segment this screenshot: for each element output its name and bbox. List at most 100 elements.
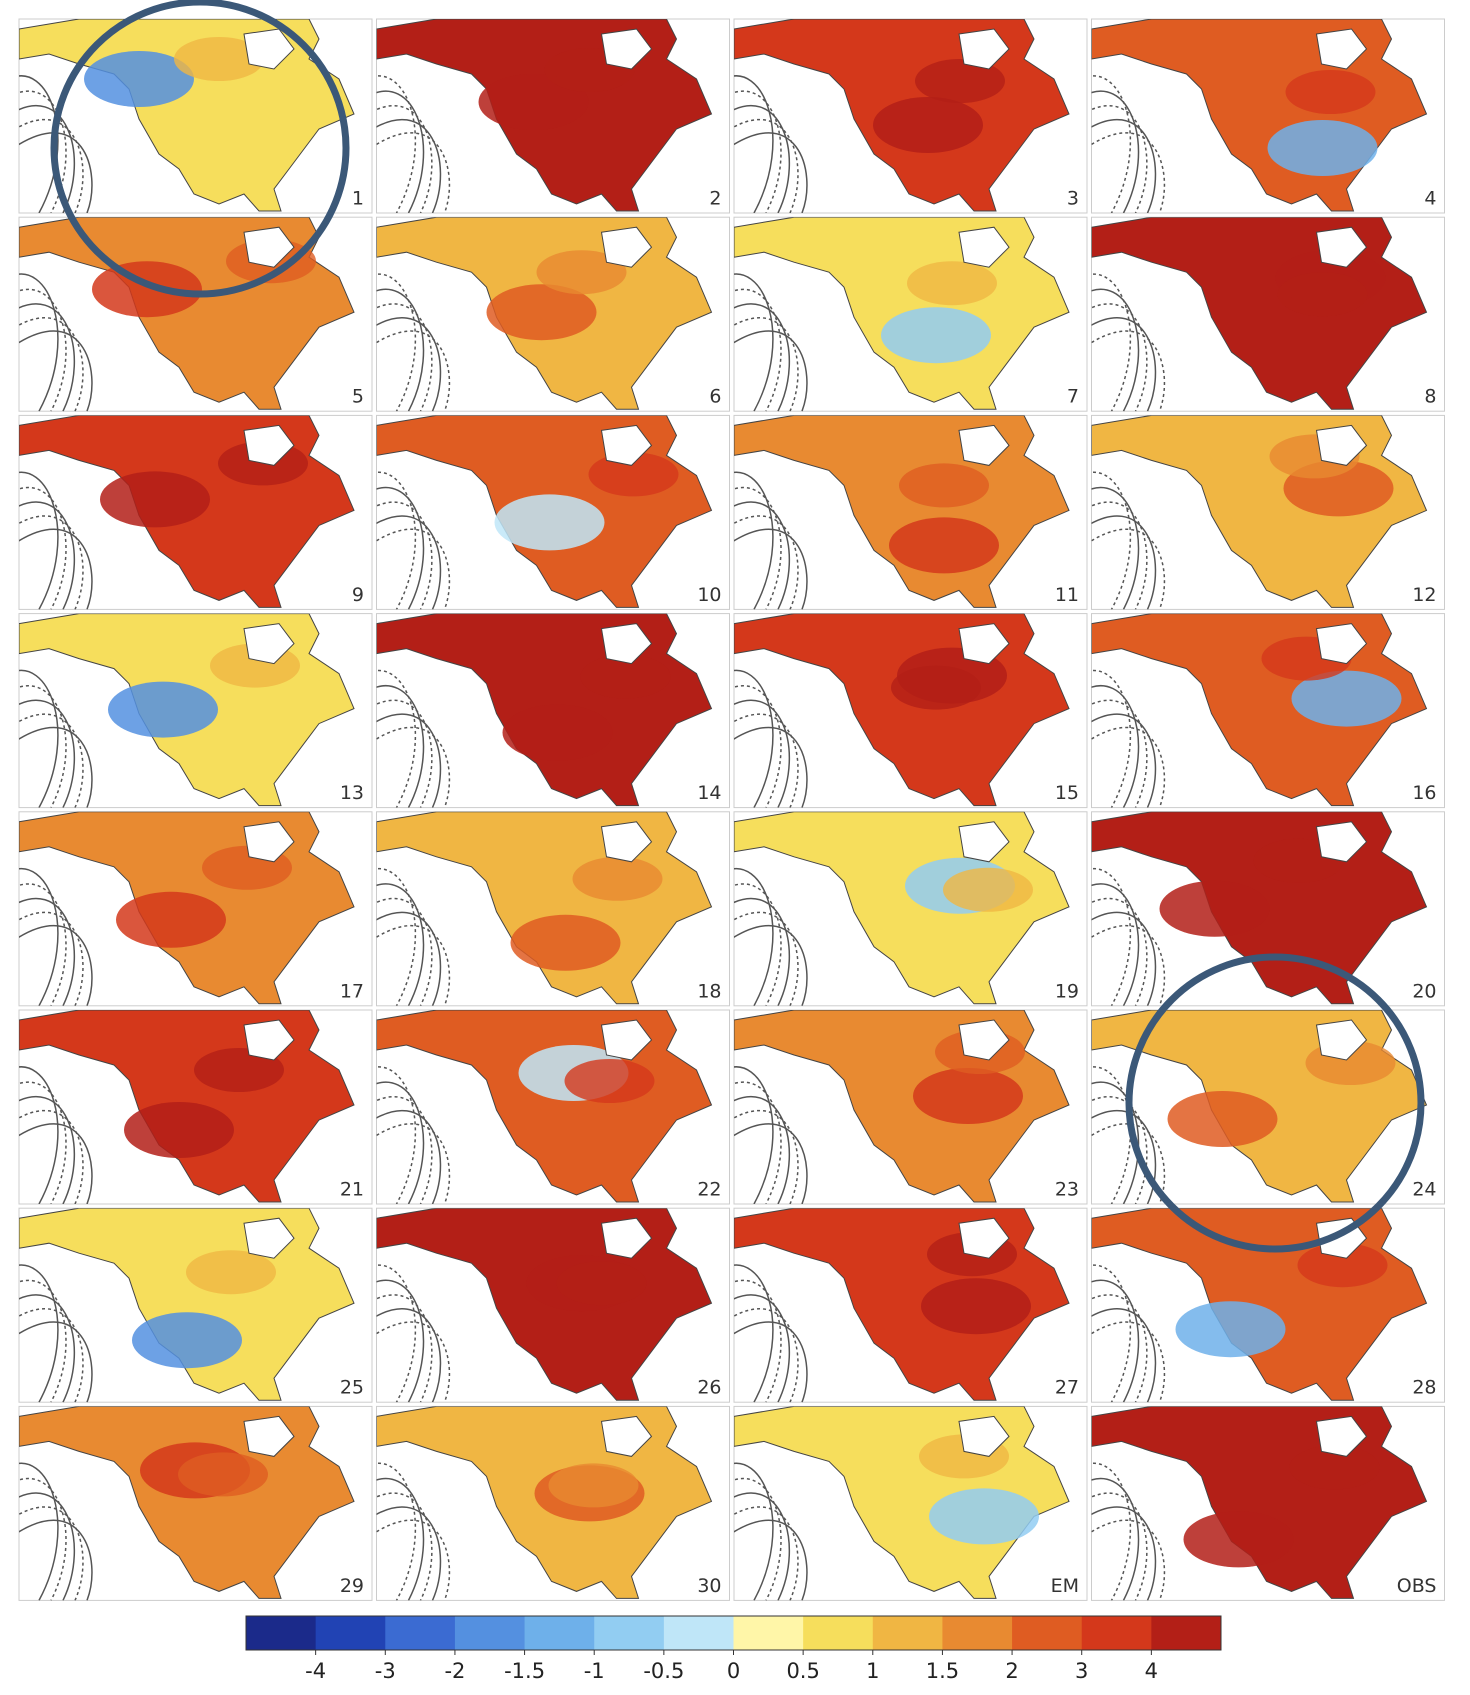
anomaly-region <box>891 665 981 710</box>
anomaly-region <box>186 1250 276 1295</box>
hudson-bay <box>243 28 295 70</box>
anomaly-region <box>881 307 991 364</box>
hudson-bay <box>1315 1019 1368 1061</box>
contour-line <box>376 528 451 610</box>
hudson-bay <box>958 226 1010 268</box>
anomaly-region <box>899 463 989 508</box>
contour-line <box>1091 1308 1157 1403</box>
panel-label: 2 <box>709 188 721 210</box>
contour-line <box>1091 1492 1148 1601</box>
panel-label: 23 <box>1055 1179 1079 1201</box>
anomaly-region <box>580 654 671 699</box>
map-area <box>734 415 1070 610</box>
map-panel: 14 <box>376 613 730 809</box>
contour-line <box>734 330 808 412</box>
contour-line <box>734 1506 799 1601</box>
hudson-bay <box>958 1415 1010 1457</box>
contour-line <box>1091 1477 1140 1601</box>
contour-line <box>734 1081 782 1204</box>
contour-line <box>376 330 451 412</box>
colorbar-box <box>454 1616 526 1650</box>
map-panel: 26 <box>376 1207 730 1403</box>
hudson-bay <box>958 1019 1010 1061</box>
anomaly-region <box>1167 1091 1278 1147</box>
colorbar-tick-label: 1.5 <box>926 1659 959 1683</box>
contour-line <box>376 132 451 213</box>
panel-label: 10 <box>697 584 721 606</box>
colorbar-tick-label: -2 <box>444 1659 465 1683</box>
contour-line <box>734 132 808 213</box>
contour-line <box>734 1109 799 1204</box>
highlight-circle <box>1125 953 1425 1253</box>
map-panel: 15 <box>733 613 1088 809</box>
contour-line <box>1091 105 1148 213</box>
map-panel: 6 <box>376 216 730 412</box>
contour-line <box>376 868 417 1006</box>
hudson-bay <box>1315 1415 1368 1457</box>
contour-line <box>1091 288 1140 412</box>
hudson-bay <box>1315 28 1368 70</box>
contour-line <box>19 1519 93 1601</box>
map-area <box>376 1406 713 1601</box>
anomaly-region <box>536 250 627 295</box>
panel-label: 8 <box>1424 386 1436 408</box>
contour-line <box>734 713 799 808</box>
map-area <box>376 19 713 213</box>
panel-label: 30 <box>697 1575 721 1597</box>
map-panel: 27 <box>733 1207 1088 1403</box>
panel-label: 22 <box>697 1179 721 1201</box>
contour-line <box>376 317 442 412</box>
hudson-bay <box>958 1217 1010 1259</box>
colorbar-box <box>524 1616 595 1650</box>
hudson-bay <box>600 226 653 268</box>
contour-line <box>19 1081 67 1204</box>
map-area <box>1091 19 1428 213</box>
anomaly-region <box>1175 1301 1286 1358</box>
contour-line <box>1091 1279 1140 1403</box>
contour-line <box>376 911 442 1006</box>
contour-line <box>376 1264 417 1403</box>
contour-line <box>376 1123 451 1204</box>
map-area <box>19 19 355 213</box>
contour-line <box>1091 1081 1140 1204</box>
anomaly-region <box>92 261 202 318</box>
contour-line <box>734 1308 799 1403</box>
contour-line <box>376 699 433 808</box>
contour-line <box>19 528 93 610</box>
panel-label: 9 <box>352 584 364 606</box>
map-area <box>19 217 355 412</box>
contour-line <box>1091 1519 1166 1601</box>
panel-label: 6 <box>709 386 721 408</box>
map-area <box>376 1010 713 1204</box>
anomaly-region <box>100 471 210 528</box>
panel-label: 20 <box>1412 980 1436 1002</box>
panel-label: 5 <box>352 386 364 408</box>
anomaly-region <box>1297 1243 1388 1288</box>
contour-line <box>734 105 791 213</box>
map-panel: 19 <box>733 811 1088 1007</box>
contour-line <box>376 105 433 213</box>
colorbar-tick-label: 0.5 <box>786 1659 819 1683</box>
contour-line <box>734 90 782 213</box>
colorbar-box <box>733 1616 804 1650</box>
colorbar-tick-label: 0 <box>727 1659 740 1683</box>
panel-label: 28 <box>1412 1377 1436 1399</box>
contour-line <box>376 1492 433 1601</box>
colorbar-tick-label: 3 <box>1075 1659 1088 1683</box>
contour-line <box>376 726 451 808</box>
anomaly-region <box>873 97 983 153</box>
panel-label: EM <box>1051 1575 1079 1597</box>
anomaly-region <box>510 914 621 971</box>
panel-label: 3 <box>1067 188 1079 210</box>
contour-line <box>376 924 451 1006</box>
anomaly-region <box>1289 1445 1380 1490</box>
contour-line <box>1091 1506 1157 1601</box>
contour-line <box>734 303 791 412</box>
anomaly-region <box>132 1312 242 1369</box>
panel-label: 7 <box>1067 386 1079 408</box>
contour-line <box>376 303 433 412</box>
contour-line <box>19 1492 76 1601</box>
contour-line <box>734 1294 791 1403</box>
colorbar-box <box>872 1616 943 1650</box>
map-area <box>1091 613 1428 808</box>
